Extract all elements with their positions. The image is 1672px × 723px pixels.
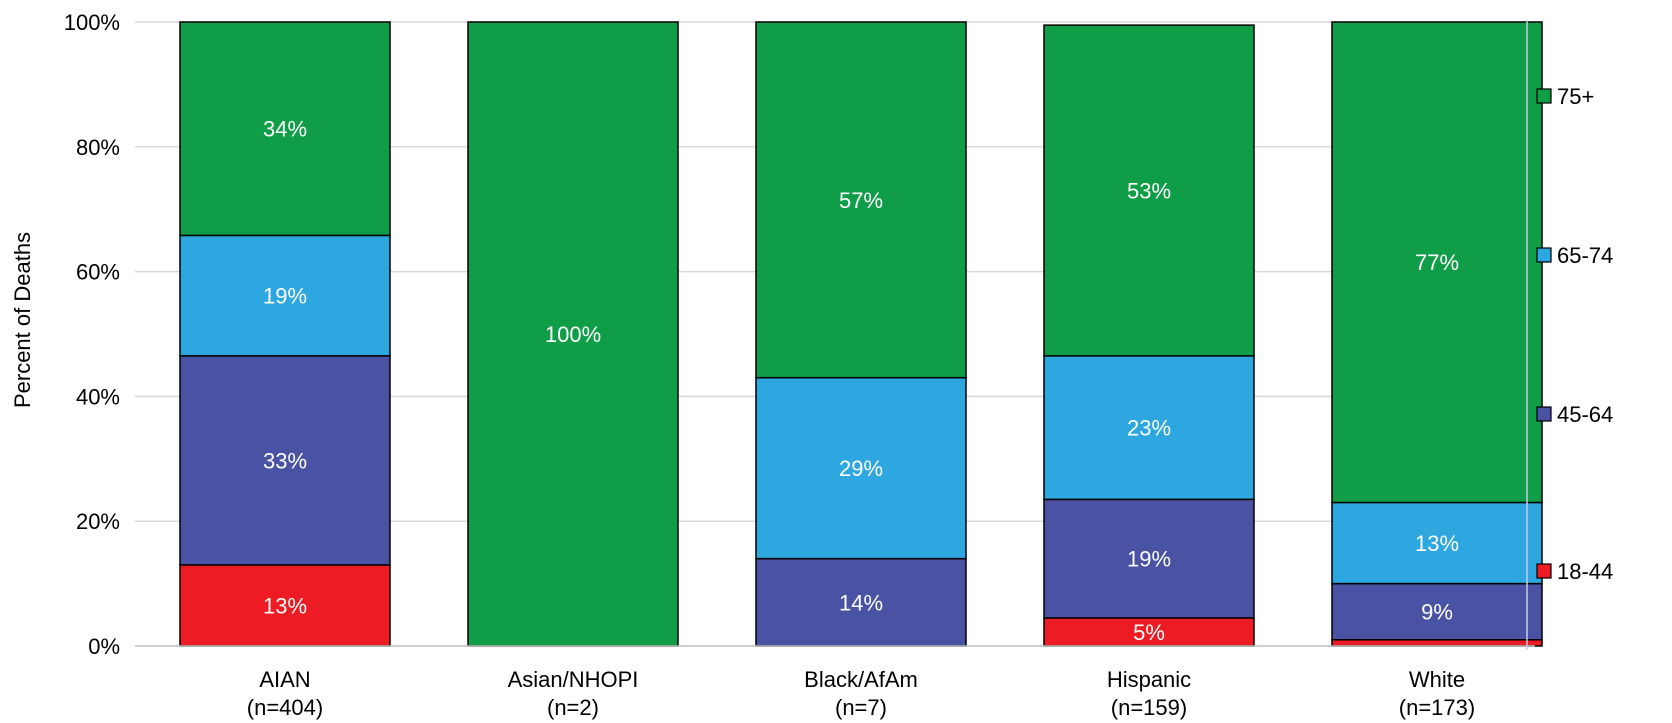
category-label: AIAN (259, 667, 310, 692)
bar-segment (467, 21, 679, 647)
category-count-label: (n=404) (247, 695, 323, 720)
bar-segment (755, 376, 967, 560)
legend-swatch (1536, 247, 1552, 263)
category-count-label: (n=159) (1111, 695, 1187, 720)
bar-segment (1043, 355, 1255, 501)
category-label: Asian/NHOPI (508, 667, 639, 692)
data-label: 13% (263, 593, 307, 618)
legend-label: 18-44 (1557, 559, 1613, 584)
data-label: 33% (263, 448, 307, 473)
legend-label: 65-74 (1557, 243, 1613, 268)
data-label: 23% (1127, 416, 1171, 441)
y-tick-label: 100% (64, 10, 120, 35)
legend-swatch (1536, 88, 1552, 104)
y-tick-label: 20% (76, 509, 120, 534)
y-tick-label: 60% (76, 260, 120, 285)
legend-swatch (1536, 563, 1552, 579)
legend-label: 75+ (1557, 84, 1594, 109)
y-tick-label: 0% (88, 634, 120, 659)
y-axis-ticks: 0% 20% 40% 60% 80% 100% (64, 10, 120, 659)
data-label: 5% (1133, 620, 1165, 645)
bar-segment (1043, 24, 1255, 357)
data-label: 29% (839, 456, 883, 481)
y-tick-label: 40% (76, 384, 120, 409)
legend: 75+ 65-74 45-64 18-44 (1526, 20, 1613, 650)
data-label: 77% (1415, 250, 1459, 275)
data-label: 53% (1127, 178, 1171, 203)
bar-segment (1331, 21, 1543, 504)
category-count-label: (n=2) (547, 695, 599, 720)
legend-label: 45-64 (1557, 402, 1613, 427)
category-count-label: (n=7) (835, 695, 887, 720)
bar-segment (179, 355, 391, 566)
data-label: 57% (839, 188, 883, 213)
bars: 13% 33% 19% 34% 100% 14% 29% 57% 5% 19% 23% 53% 9% 13… (179, 21, 1543, 647)
bar-segment (1331, 501, 1543, 585)
data-label: 34% (263, 117, 307, 142)
bar-segment (179, 21, 391, 237)
data-label: 19% (263, 284, 307, 309)
legend-swatch (1536, 406, 1552, 422)
category-label: Black/AfAm (804, 667, 918, 692)
data-label: 100% (545, 322, 601, 347)
y-tick-label: 80% (76, 135, 120, 160)
bar-segment (1043, 617, 1255, 647)
category-label: White (1409, 667, 1465, 692)
data-label: 13% (1415, 531, 1459, 556)
x-axis-labels: AIAN (n=404) Asian/NHOPI (n=2) Black/AfAm (n=… (247, 667, 1475, 720)
y-axis-title: Percent of Deaths (10, 232, 35, 408)
bar-segment (755, 21, 967, 379)
bar-segment (179, 564, 391, 647)
category-count-label: (n=173) (1399, 695, 1475, 720)
data-label: 19% (1127, 547, 1171, 572)
bar-segment (1331, 582, 1543, 641)
bar-segment (1331, 639, 1543, 647)
category-label: Hispanic (1107, 667, 1191, 692)
bar-segment (1043, 498, 1255, 619)
data-label: 14% (839, 590, 883, 615)
data-label: 9% (1421, 600, 1453, 625)
